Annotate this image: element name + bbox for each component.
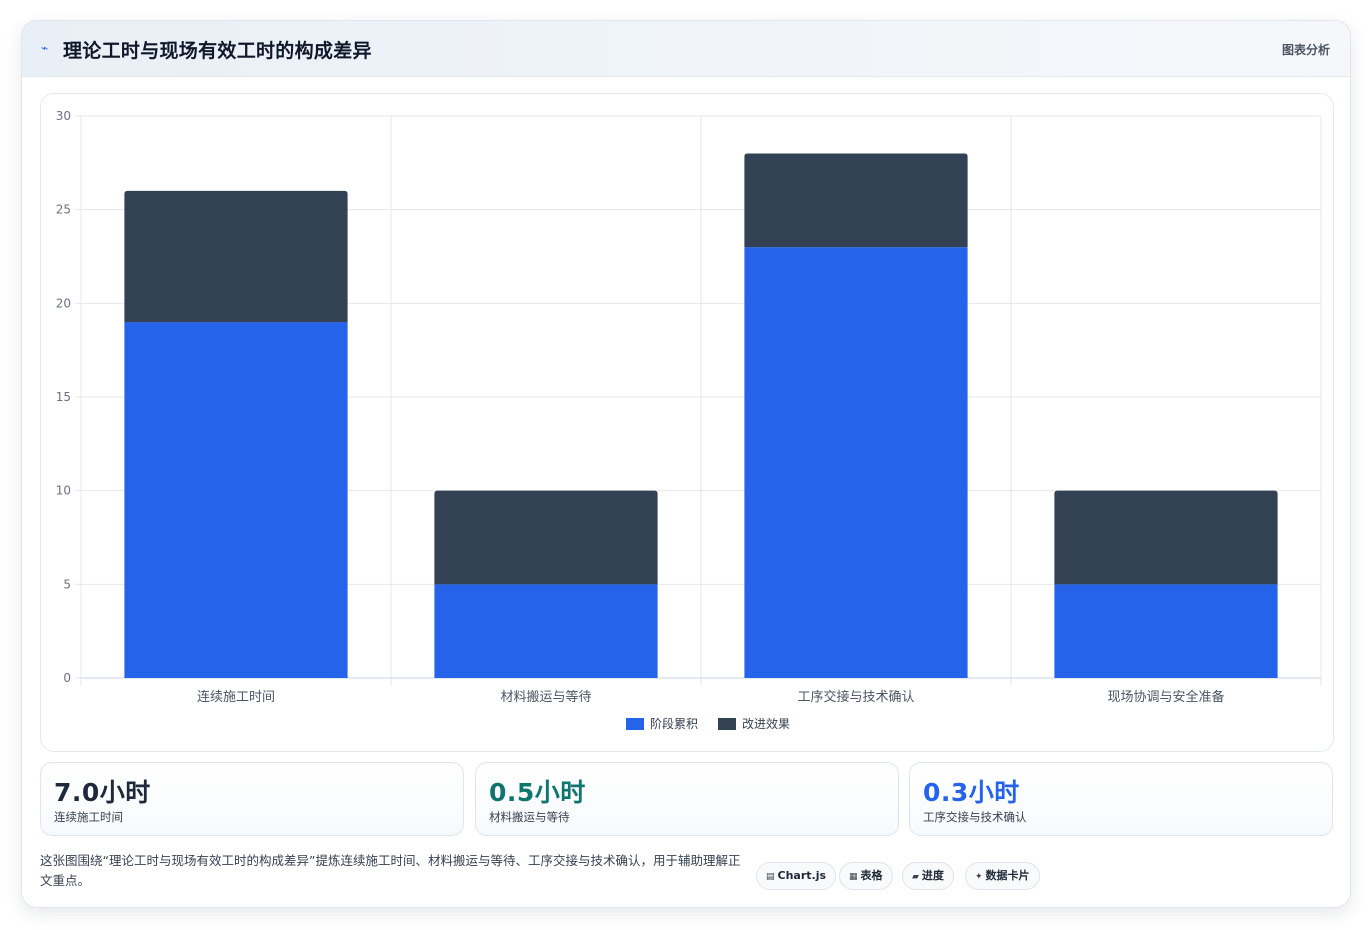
stat-card-3: 0.3小时 工序交接与技术确认: [909, 762, 1333, 836]
chart-icon: ▤: [766, 872, 775, 882]
bar-cumulative: [124, 322, 348, 678]
legend-label: 改进效果: [742, 716, 790, 731]
chart-icon: ⌁: [41, 41, 49, 55]
bar-cumulative: [1054, 584, 1278, 678]
bar-cumulative: [434, 584, 658, 678]
card-header: ⌁ 理论工时与现场有效工时的构成差异 图表分析: [22, 21, 1350, 77]
y-tick-label: 20: [56, 296, 71, 310]
x-tick-label: 材料搬运与等待: [500, 689, 591, 705]
chart-area: 0 5 10 15 20 25 30 连续施工时间 材料搬运与等待 工序交接与技术确认 现场协调与安…: [40, 93, 1334, 752]
y-tick-label: 0: [63, 671, 71, 685]
chip-label: 数据卡片: [985, 869, 1030, 882]
chart-title: 理论工时与现场有效工时的构成差异: [63, 40, 372, 62]
chip-table[interactable]: ▦ 表格: [839, 862, 893, 890]
chip-chartjs[interactable]: ▤ Chart.js: [756, 862, 837, 890]
chart-card: ⌁ 理论工时与现场有效工时的构成差异 图表分析 0 5 10 15 20 25 30 连续施工…: [21, 20, 1351, 908]
table-icon: ▦: [849, 872, 858, 882]
y-tick-label: 5: [63, 577, 71, 591]
bar-improvement: [434, 490, 658, 585]
chart-description: 这张图围绕“理论工时与现场有效工时的构成差异”提炼连续施工时间、材料搬运与等待、…: [40, 853, 741, 888]
chip-progress[interactable]: ▰ 进度: [902, 862, 954, 890]
legend-label: 阶段累积: [650, 716, 698, 731]
y-tick-label: 25: [56, 203, 71, 217]
legend-swatch: [718, 718, 736, 730]
bar-improvement: [744, 153, 968, 248]
stacked-bar-chart: 0 5 10 15 20 25 30 连续施工时间 材料搬运与等待 工序交接与技术确认 现场协调与安…: [56, 109, 1322, 731]
y-tick-label: 10: [56, 484, 71, 498]
chip-label: Chart.js: [777, 869, 827, 882]
x-tick-label: 现场协调与安全准备: [1107, 689, 1224, 705]
stat-card-2: 0.5小时 材料搬运与等待: [475, 762, 899, 836]
y-tick-label: 30: [56, 109, 71, 123]
stat-label-2: 材料搬运与等待: [489, 810, 570, 824]
stat-value-2: 0.5小时: [489, 778, 586, 807]
stat-card-1: 7.0小时 连续施工时间: [40, 762, 464, 836]
legend-swatch: [626, 718, 644, 730]
stat-label-1: 连续施工时间: [54, 810, 123, 824]
chart-analysis-label[interactable]: 图表分析: [1281, 43, 1330, 57]
stat-value-3: 0.3小时: [923, 778, 1020, 807]
y-tick-label: 15: [56, 390, 71, 404]
stat-value-1: 7.0小时: [54, 778, 151, 807]
chip-data-cards[interactable]: ✦ 数据卡片: [965, 862, 1040, 890]
x-tick-label: 连续施工时间: [197, 689, 275, 705]
chip-label: 表格: [860, 869, 883, 882]
bar-improvement: [124, 190, 348, 323]
bar-improvement: [1054, 490, 1278, 585]
bar-cumulative: [744, 247, 968, 678]
chip-label: 进度: [921, 869, 944, 882]
progress-icon: ▰: [912, 872, 919, 882]
sparkle-icon: ✦: [975, 872, 983, 882]
stat-label-3: 工序交接与技术确认: [923, 810, 1027, 824]
x-tick-label: 工序交接与技术确认: [797, 689, 914, 705]
